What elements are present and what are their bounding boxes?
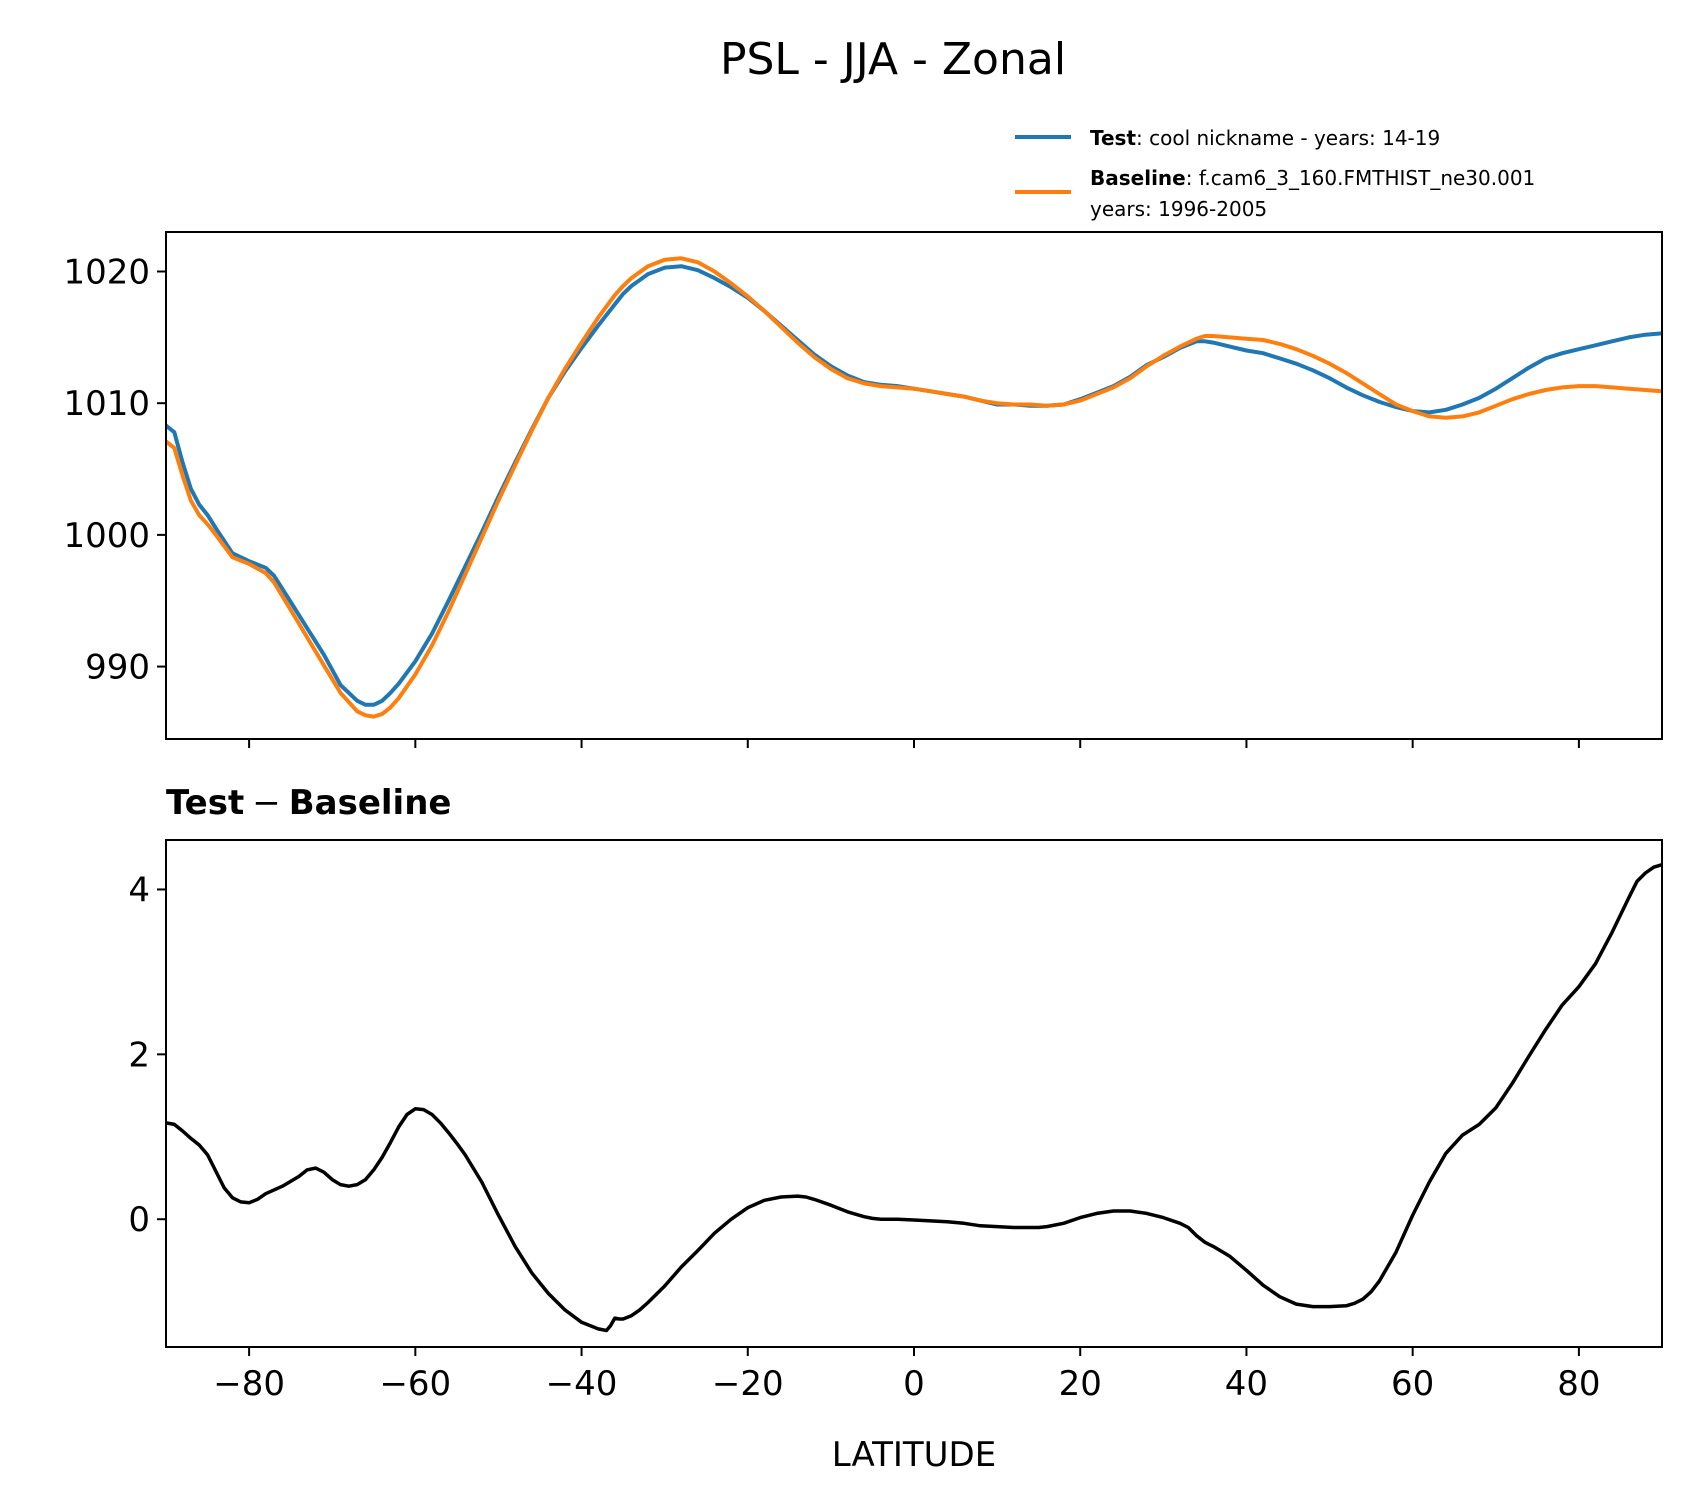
top-ytick-label: 990 <box>85 648 150 688</box>
top-axes-frame <box>165 231 1663 740</box>
legend-baseline-years: years: 1996-2005 <box>1090 197 1267 221</box>
bottom-x-axis: −80 −60 −40 −20 0 20 40 60 80 <box>213 1347 1601 1404</box>
bot-xtick-label: −40 <box>546 1364 618 1404</box>
legend-baseline-label: Baseline <box>1090 166 1186 190</box>
legend-test-desc: : cool nickname - years: 14-19 <box>1136 126 1440 150</box>
diff-title-minus: − <box>252 783 281 823</box>
bot-xtick-label: −80 <box>213 1364 285 1404</box>
bot-ytick-label: 2 <box>128 1035 150 1075</box>
legend-baseline-text: Baseline: f.cam6_3_160.FMTHIST_ne30.001 <box>1090 166 1535 190</box>
legend-test-text: Test: cool nickname - years: 14-19 <box>1090 126 1440 150</box>
legend-baseline-desc: : f.cam6_3_160.FMTHIST_ne30.001 <box>1186 166 1536 190</box>
bot-xtick-label: −20 <box>712 1364 784 1404</box>
bottom-series-group <box>166 862 1662 1333</box>
bottom-axes-frame <box>165 839 1663 1348</box>
legend-test-label: Test <box>1090 126 1136 150</box>
top-ytick-label: 1000 <box>63 516 150 556</box>
diff-title-test: Test <box>166 783 244 823</box>
top-ytick-label: 1020 <box>63 253 150 293</box>
bot-ytick-label: 0 <box>128 1200 150 1240</box>
top-y-axis: 990 1000 1010 1020 <box>63 253 166 688</box>
bot-xtick-label: 80 <box>1557 1364 1600 1404</box>
bot-xtick-label: 0 <box>903 1364 925 1404</box>
diff-title-baseline: Baseline <box>289 783 452 823</box>
bot-xtick-label: 20 <box>1059 1364 1102 1404</box>
figure-title: PSL - JJA - Zonal <box>720 34 1066 85</box>
x-axis-label: LATITUDE <box>832 1435 996 1475</box>
bot-xtick-label: −60 <box>379 1364 451 1404</box>
top-series-line-baseline <box>166 256 1662 719</box>
diff-panel-title: Test − Baseline <box>166 783 451 823</box>
bot-series-line-test-baseline <box>166 862 1662 1333</box>
bot-ytick-label: 4 <box>128 870 150 910</box>
top-panel: 990 1000 1010 1020 <box>63 231 1663 748</box>
top-series-group <box>166 256 1662 719</box>
top-x-axis <box>248 739 1580 748</box>
bottom-y-axis: 0 2 4 <box>128 870 166 1240</box>
bot-xtick-label: 60 <box>1391 1364 1434 1404</box>
bot-xtick-label: 40 <box>1225 1364 1268 1404</box>
bottom-panel: 0 2 4 −80 −60 −40 −20 0 20 40 60 80 <box>128 839 1663 1404</box>
legend: Test: cool nickname - years: 14-19 Basel… <box>1015 126 1535 221</box>
top-ytick-label: 1010 <box>63 384 150 424</box>
